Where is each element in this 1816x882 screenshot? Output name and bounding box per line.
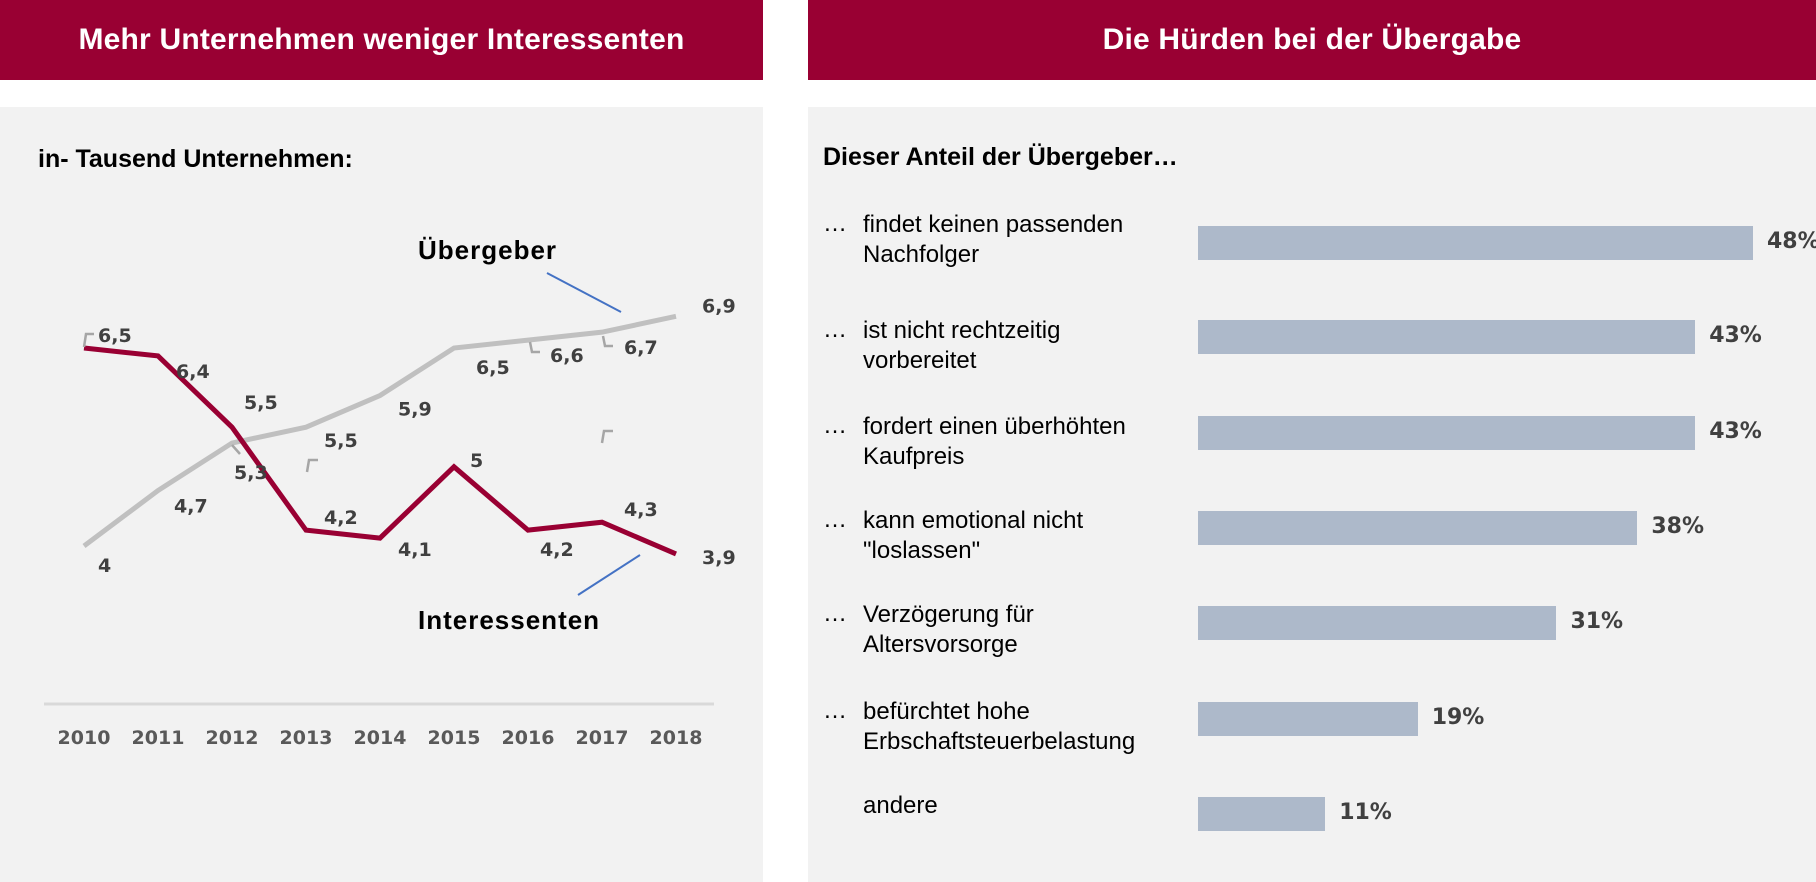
- interessenten-data-label: 4,3: [624, 499, 658, 521]
- x-tick-label: 2017: [576, 727, 629, 749]
- bar: [1198, 702, 1418, 736]
- x-tick-label: 2016: [502, 727, 555, 749]
- ellipsis-prefix: …: [823, 600, 847, 627]
- bar-value-label: 43%: [1709, 419, 1762, 444]
- bar: [1198, 320, 1696, 354]
- bar: [1198, 226, 1753, 260]
- uebergeber-data-label: 6,7: [624, 337, 658, 359]
- interessenten-data-label: 6,5: [98, 325, 132, 347]
- leader-line: [82, 332, 94, 348]
- line-chart-panel: [0, 107, 763, 882]
- bar: [1198, 416, 1696, 450]
- right-panel-header: Die Hürden bei der Übergabe: [808, 0, 1816, 80]
- leader-line: [600, 429, 613, 444]
- ellipsis-prefix: …: [823, 697, 847, 724]
- left-panel-title: Mehr Unternehmen weniger Interessenten: [78, 23, 685, 56]
- bar-category-label-line: befürchtet hohe: [863, 698, 1030, 725]
- x-tick-label: 2012: [206, 727, 259, 749]
- bar-category-label-line: Verzögerung für: [863, 601, 1034, 628]
- uebergeber-data-label: 6,5: [476, 357, 510, 379]
- left-panel-header: Mehr Unternehmen weniger Interessenten: [0, 0, 763, 80]
- interessenten-data-label: 3,9: [702, 547, 736, 569]
- bar: [1198, 606, 1557, 640]
- bar-category-label-line: Erbschaftsteuerbelastung: [863, 728, 1136, 755]
- x-tick-label: 2011: [132, 727, 185, 749]
- interessenten-data-label: 5: [470, 450, 483, 472]
- line-chart: 2010 2011 2012 2013 2014 2015 2016 2017 2018 4 4,7…: [44, 235, 736, 749]
- bar-category-label: findet keinen passenden Nachfolger: [863, 210, 1163, 270]
- ellipsis-prefix: …: [823, 412, 847, 439]
- interessenten-data-label: 5,5: [244, 392, 278, 414]
- uebergeber-data-label: 4,7: [174, 496, 208, 518]
- bar-category-label: ist nicht rechtzeitig vorbereitet: [863, 316, 1163, 376]
- line-chart-subtitle: in- Tausend Unternehmen:: [38, 145, 353, 173]
- bar-category-label-line: fordert einen überhöhten: [863, 413, 1126, 440]
- right-panel-title: Die Hürden bei der Übergabe: [1102, 23, 1522, 56]
- bar-category-label-line: andere: [863, 792, 938, 819]
- bar: [1198, 797, 1326, 831]
- uebergeber-data-label: 5,5: [324, 430, 358, 452]
- bar-category-label-line: findet keinen passenden: [863, 211, 1124, 238]
- bar-chart-subtitle: Dieser Anteil der Übergeber…: [823, 143, 1178, 171]
- interessenten-series-name: Interessenten: [418, 605, 600, 635]
- bar: [1198, 511, 1638, 545]
- interessenten-data-label: 4,2: [540, 539, 574, 561]
- x-tick-label: 2014: [354, 727, 407, 749]
- uebergeber-data-label: 5,9: [398, 399, 432, 421]
- interessenten-data-label: 4,2: [324, 507, 358, 529]
- interessenten-line: [83, 345, 677, 557]
- bar-category-label-line: Kaufpreis: [863, 443, 965, 470]
- bar-value-label: 48%: [1767, 229, 1816, 254]
- uebergeber-data-label: 6,9: [702, 295, 736, 317]
- bar-category-label-line: "loslassen": [863, 537, 981, 564]
- x-tick-label: 2010: [58, 727, 111, 749]
- x-tick-label: 2018: [650, 727, 703, 749]
- interessenten-callout-line: [577, 554, 641, 596]
- leader-line: [601, 335, 613, 348]
- x-tick-label: 2015: [428, 727, 481, 749]
- interessenten-data-label: 4,1: [398, 539, 432, 561]
- ellipsis-prefix: …: [823, 316, 847, 343]
- bar-category-label-line: Altersvorsorge: [863, 631, 1018, 658]
- bar-category-label-line: kann emotional nicht: [863, 507, 1084, 534]
- uebergeber-series-name: Übergeber: [418, 235, 557, 265]
- bar-category-label: Verzögerung für Altersvorsorge: [863, 600, 1163, 660]
- uebergeber-data-label: 4: [98, 555, 111, 577]
- interessenten-data-label: 6,4: [176, 361, 210, 383]
- uebergeber-callout-line: [546, 272, 622, 313]
- bar-category-label: befürchtet hohe Erbschaftsteuerbelastung: [863, 697, 1163, 757]
- bar-category-label: fordert einen überhöhten Kaufpreis: [863, 412, 1163, 472]
- bar-category-label-line: vorbereitet: [863, 347, 977, 374]
- bar-value-label: 38%: [1651, 514, 1705, 539]
- bar-value-label: 19%: [1431, 705, 1485, 730]
- ellipsis-prefix: …: [823, 210, 847, 237]
- uebergeber-data-label: 6,6: [550, 345, 584, 367]
- bar-value-label: 31%: [1570, 609, 1624, 634]
- bar-category-label-line: ist nicht rechtzeitig: [863, 317, 1061, 344]
- x-tick-label: 2013: [280, 727, 333, 749]
- ellipsis-prefix: …: [823, 506, 847, 533]
- bar-category-label: kann emotional nicht "loslassen": [863, 506, 1163, 566]
- leader-line: [305, 458, 318, 473]
- bar-category-label-line: Nachfolger: [863, 241, 980, 268]
- bar-value-label: 43%: [1709, 323, 1762, 348]
- leader-line: [231, 444, 241, 455]
- uebergeber-data-label: 5,3: [234, 462, 268, 484]
- uebergeber-line: [82, 313, 677, 549]
- bar-category-label: andere: [863, 791, 1163, 821]
- bar-value-label: 11%: [1339, 800, 1392, 825]
- leader-line: [528, 341, 540, 354]
